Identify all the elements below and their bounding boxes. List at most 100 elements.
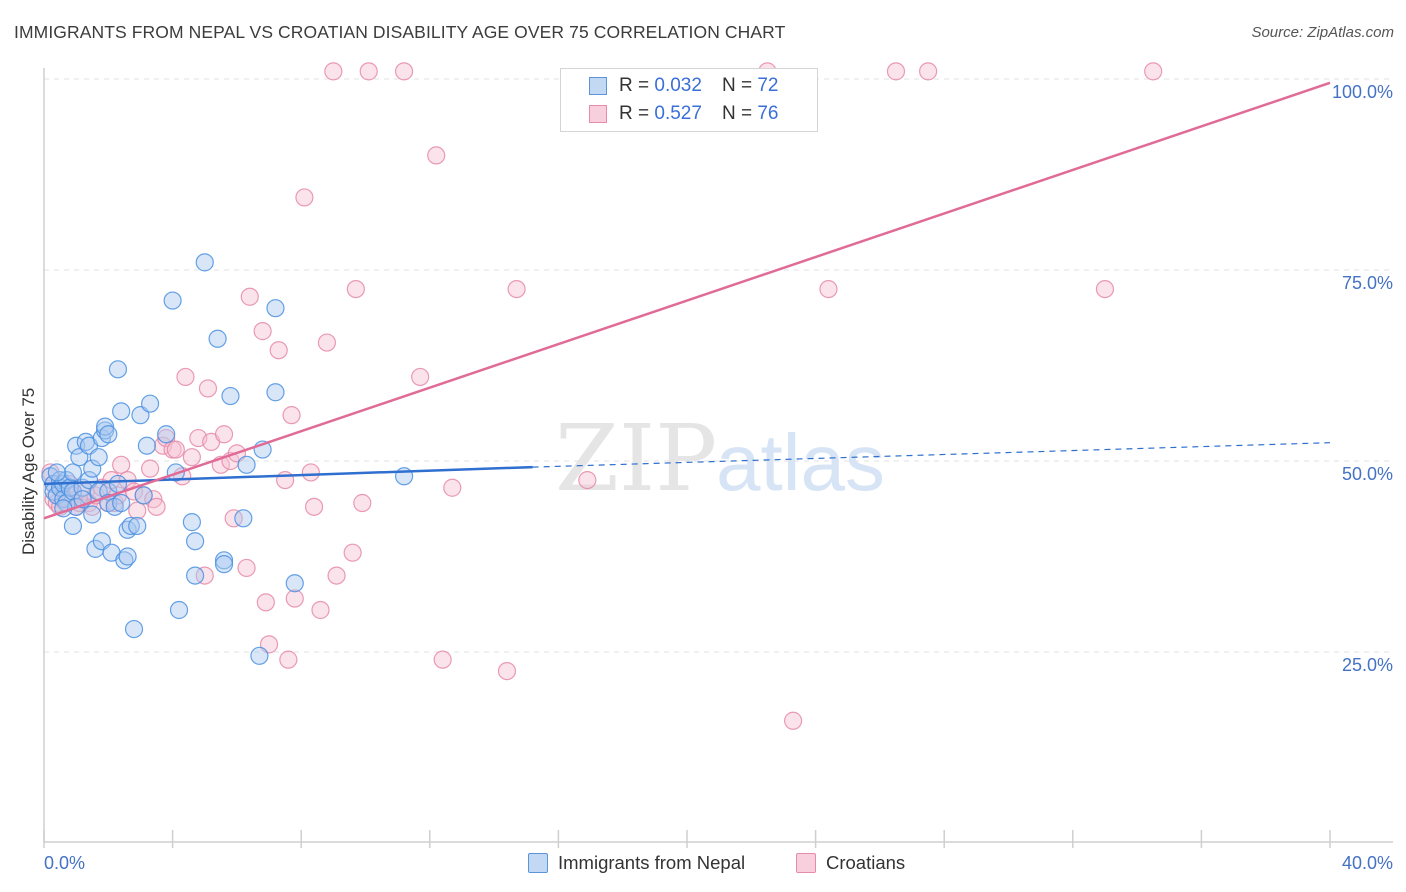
croatians-trend-line xyxy=(43,81,1331,520)
croatian-point xyxy=(240,287,259,306)
axes xyxy=(43,68,1393,848)
y-tick-label: 75.0% xyxy=(1342,273,1393,293)
watermark-atlas: atlas xyxy=(716,418,885,507)
croatian-point xyxy=(256,593,275,612)
legend-n-value: 76 xyxy=(757,103,779,124)
nepal-point xyxy=(89,448,108,467)
nepal-point xyxy=(157,425,176,444)
y-tick-label: 50.0% xyxy=(1342,464,1393,484)
nepal-point xyxy=(250,646,269,665)
croatian-point xyxy=(497,661,517,681)
croatian-point xyxy=(285,589,304,608)
croatian-point xyxy=(783,711,803,730)
bottom-legend-item-croatians[interactable]: Croatians xyxy=(796,852,905,874)
legend-row-croatians: R = 0.527 N = 76 xyxy=(561,101,778,127)
bottom-legend-item-nepal[interactable]: Immigrants from Nepal xyxy=(528,852,745,874)
croatian-point xyxy=(224,509,243,528)
croatian-point xyxy=(295,188,314,207)
x-tick-label-max: 40.0% xyxy=(1342,853,1393,873)
croatian-point xyxy=(182,448,201,467)
croatian-point xyxy=(140,459,160,478)
bottom-legend-label-croatians: Croatians xyxy=(826,852,906,873)
nepal-point xyxy=(140,394,160,413)
nepal-point xyxy=(108,474,128,494)
y-tick-labels: 25.0% 50.0% 75.0% 100.0% xyxy=(1332,82,1393,675)
legend-row-nepal: R = 0.032 N = 72 xyxy=(561,73,778,99)
nepal-point xyxy=(121,516,140,536)
nepal-trend-extension xyxy=(532,442,1331,468)
bottom-legend-swatch-nepal xyxy=(528,853,548,873)
nepal-point xyxy=(99,425,118,444)
source-label: Source: ZipAtlas.com xyxy=(1251,24,1394,41)
y-tick-label: 100.0% xyxy=(1332,82,1393,102)
croatian-point xyxy=(327,566,346,585)
croatian-point xyxy=(269,341,288,360)
croatian-point xyxy=(176,367,195,387)
legend-r-label: R = xyxy=(619,103,650,124)
croatian-point xyxy=(282,406,301,425)
nepal-point xyxy=(214,555,234,574)
trend-lines xyxy=(43,81,1331,520)
croatian-point xyxy=(276,471,295,490)
y-tick-label: 25.0% xyxy=(1342,655,1393,675)
croatian-point xyxy=(507,280,526,299)
croatian-point xyxy=(1144,62,1163,81)
nepal-point xyxy=(266,383,285,402)
croatian-point xyxy=(304,497,324,516)
croatian-point xyxy=(411,367,430,387)
croatian-point xyxy=(311,600,330,620)
legend-n-value: 72 xyxy=(757,75,779,96)
croatian-point xyxy=(394,62,414,81)
croatian-point xyxy=(301,463,320,482)
nepal-point xyxy=(112,493,131,513)
legend-r-value: 0.527 xyxy=(654,103,702,124)
nepal-point xyxy=(195,253,214,272)
legend-r-value: 0.032 xyxy=(654,75,702,96)
nepal-point xyxy=(67,436,86,455)
bottom-legend-label-nepal: Immigrants from Nepal xyxy=(558,852,746,873)
nepal-point xyxy=(182,513,201,532)
gridlines xyxy=(44,78,1393,653)
nepal-point xyxy=(214,551,234,570)
croatian-point xyxy=(128,501,147,520)
nepal-point xyxy=(118,547,137,566)
nepal-point xyxy=(112,402,131,421)
croatian-point xyxy=(819,280,838,299)
croatian-point xyxy=(324,62,343,81)
legend-r-label: R = xyxy=(619,75,650,96)
nepal-point xyxy=(63,516,83,536)
croatian-point xyxy=(41,463,60,482)
nepal-point xyxy=(83,459,102,478)
croatian-point xyxy=(353,493,372,513)
nepal-point xyxy=(163,291,182,310)
croatian-point xyxy=(919,62,938,81)
nepal-point xyxy=(124,619,144,639)
croatian-point xyxy=(166,440,185,459)
croatians-points xyxy=(41,62,1163,730)
legend-swatch-nepal xyxy=(589,77,607,95)
legend-n-label: N = xyxy=(721,103,753,124)
nepal-point xyxy=(285,574,304,593)
nepal-trend-line xyxy=(43,465,533,486)
croatian-point xyxy=(433,650,452,669)
watermark-zip: ZIP xyxy=(555,405,717,512)
nepal-point xyxy=(63,463,83,482)
x-tick-label-min: 0.0% xyxy=(44,853,85,873)
legend-n-label: N = xyxy=(721,75,753,96)
croatian-point xyxy=(346,280,365,299)
nepal-point xyxy=(266,299,285,318)
bottom-legend-swatch-croatians xyxy=(796,853,816,873)
croatian-point xyxy=(112,455,131,474)
nepal-points xyxy=(41,253,414,665)
nepal-point xyxy=(83,505,102,524)
nepal-point xyxy=(128,516,147,536)
croatian-point xyxy=(279,650,298,669)
nepal-point xyxy=(47,463,66,482)
y-axis-title: Disability Age Over 75 xyxy=(19,388,38,555)
nepal-point xyxy=(137,436,156,455)
croatian-point xyxy=(214,425,234,444)
nepal-point xyxy=(208,329,227,348)
croatian-point xyxy=(359,62,378,81)
croatian-point xyxy=(317,333,337,352)
